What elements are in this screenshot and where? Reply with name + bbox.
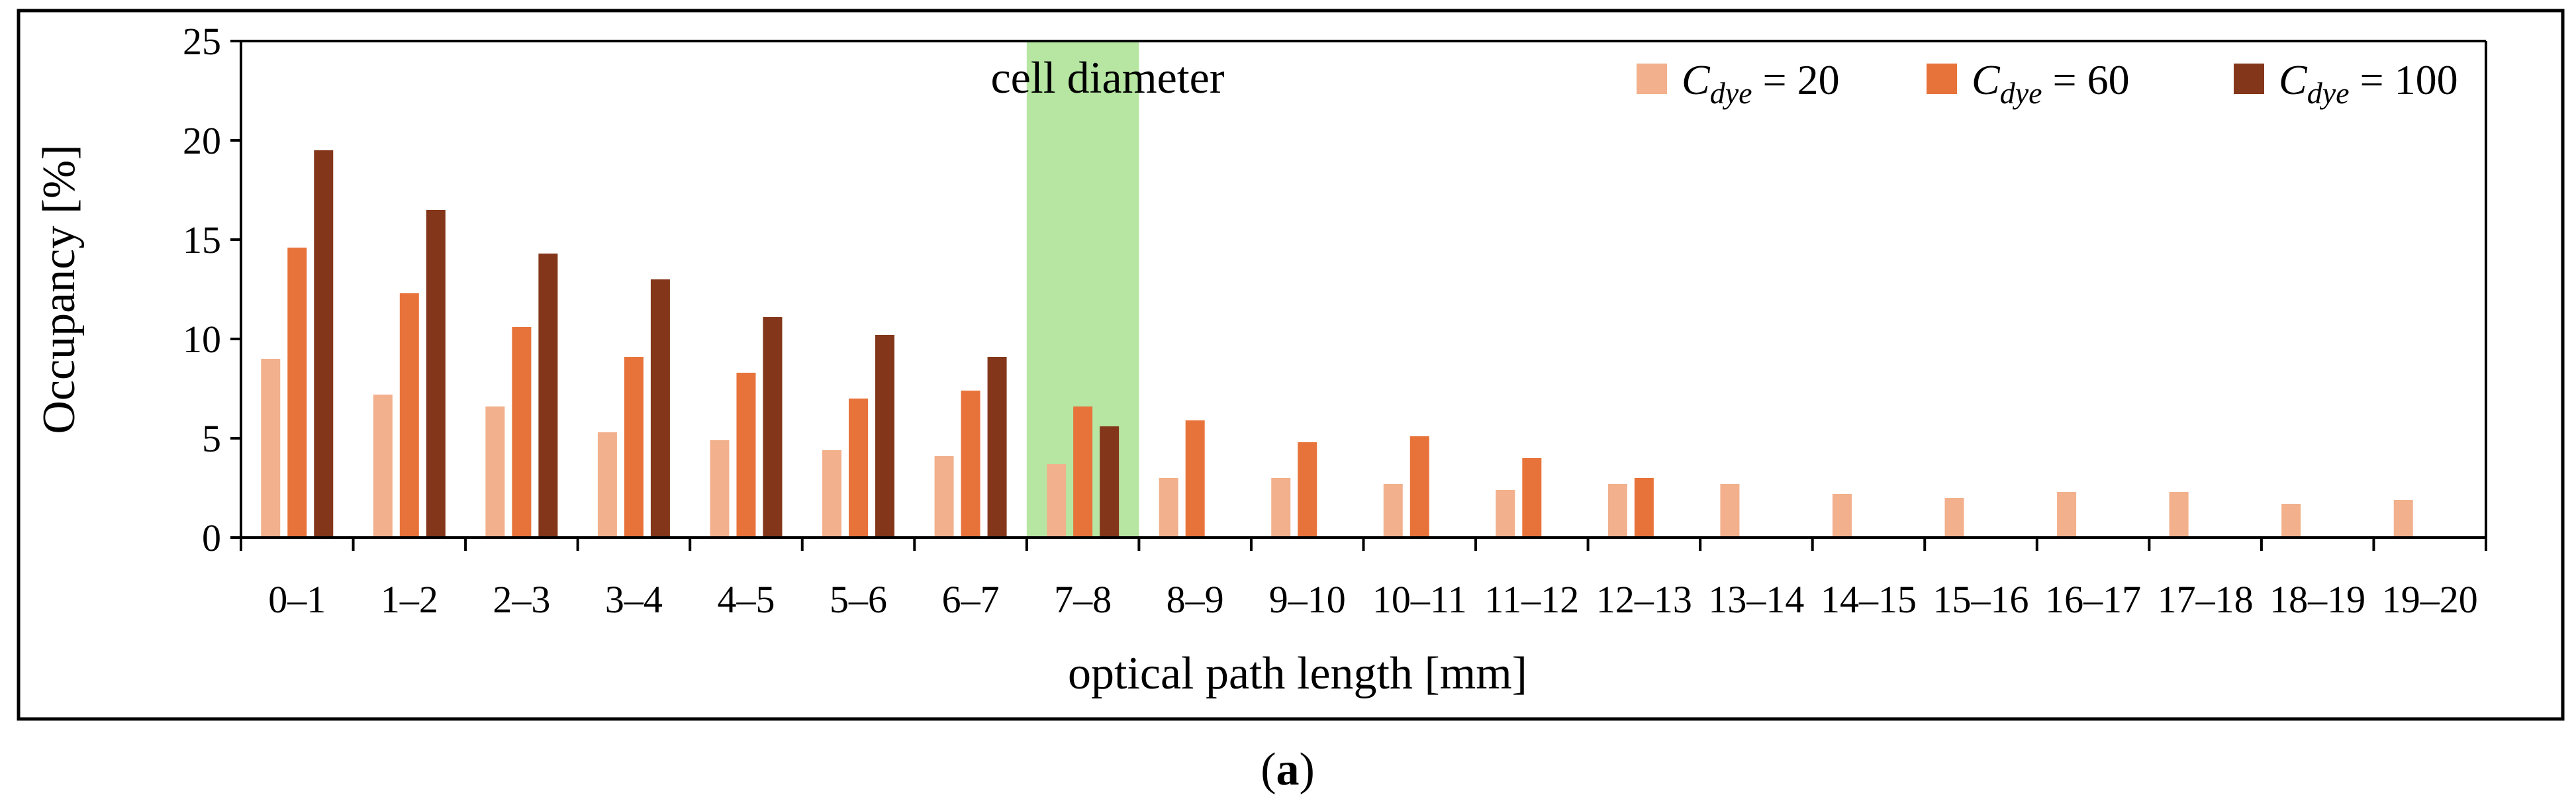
- x-tick-label: 6–7: [942, 578, 1000, 621]
- bar-series1-0–1: [261, 359, 281, 538]
- bar-series2-0–1: [287, 248, 307, 538]
- bar-series2-8–9: [1185, 420, 1205, 538]
- highlight-label: cell diameter: [990, 52, 1224, 103]
- x-tick-label: 18–19: [2269, 578, 2365, 621]
- legend-label-1: Cdye = 20: [1682, 56, 1840, 110]
- x-tick-label: 14–15: [1821, 578, 1917, 621]
- bar-series1-8–9: [1159, 478, 1178, 538]
- y-tick-label: 15: [183, 218, 221, 262]
- bar-series1-16–17: [2057, 492, 2077, 538]
- bar-series2-5–6: [849, 399, 869, 538]
- bar-series2-9–10: [1298, 442, 1317, 538]
- bar-series3-5–6: [875, 335, 895, 538]
- bar-series2-10–11: [1409, 436, 1429, 538]
- figure-caption: (a): [1261, 744, 1315, 795]
- bar-series2-11–12: [1522, 458, 1542, 538]
- bar-series3-2–3: [538, 254, 558, 538]
- x-tick-label: 15–16: [1933, 578, 2029, 621]
- bar-series2-4–5: [736, 373, 756, 538]
- x-tick-label: 13–14: [1708, 578, 1804, 621]
- x-tick-label: 12–13: [1596, 578, 1692, 621]
- bar-series1-19–20: [2393, 500, 2413, 538]
- x-tick-label: 2–3: [493, 578, 550, 621]
- bar-series2-6–7: [961, 391, 980, 538]
- bar-series3-6–7: [987, 357, 1007, 538]
- x-tick-label: 19–20: [2382, 578, 2478, 621]
- bar-series1-5–6: [822, 450, 842, 538]
- x-tick-label: 0–1: [268, 578, 326, 621]
- legend-swatch-1: [1637, 64, 1667, 94]
- x-tick-label: 11–12: [1484, 578, 1579, 621]
- bar-series2-2–3: [512, 327, 532, 538]
- bar-series2-3–4: [624, 357, 644, 538]
- bar-series1-1–2: [373, 395, 393, 538]
- bar-series1-12–13: [1607, 484, 1627, 538]
- x-tick-label: 1–2: [381, 578, 438, 621]
- bar-series3-7–8: [1100, 426, 1120, 538]
- y-tick-label: 10: [183, 318, 221, 361]
- legend: Cdye = 20 Cdye = 60 Cdye = 100: [1637, 56, 2458, 110]
- bar-series3-3–4: [650, 279, 670, 538]
- bar-series1-6–7: [934, 456, 954, 538]
- bar-series1-14–15: [1832, 494, 1852, 538]
- bar-series3-0–1: [314, 150, 334, 538]
- bar-series1-2–3: [485, 406, 505, 538]
- legend-label-3: Cdye = 100: [2279, 56, 2458, 110]
- x-axis-title: optical path length [mm]: [1068, 648, 1527, 699]
- bar-series1-17–18: [2169, 492, 2189, 538]
- x-tick-label: 16–17: [2045, 578, 2141, 621]
- legend-swatch-2: [1927, 64, 1957, 94]
- bar-series1-4–5: [710, 440, 730, 538]
- x-tick-label: 10–11: [1372, 578, 1467, 621]
- x-tick-label: 9–10: [1269, 578, 1346, 621]
- bar-series2-7–8: [1073, 406, 1093, 538]
- y-axis-title: Occupancy [%]: [34, 144, 85, 434]
- figure-frame: [17, 9, 2565, 721]
- bar-series1-10–11: [1383, 484, 1403, 538]
- bar-series1-11–12: [1496, 490, 1515, 538]
- bar-series1-13–14: [1720, 484, 1740, 538]
- y-tick-label: 0: [202, 516, 221, 559]
- y-tick-label: 25: [183, 20, 221, 63]
- bar-series3-4–5: [763, 317, 783, 538]
- x-tick-label: 3–4: [605, 578, 663, 621]
- bar-series1-7–8: [1047, 464, 1067, 538]
- x-tick-label: 7–8: [1054, 578, 1112, 621]
- legend-swatch-3: [2234, 64, 2264, 94]
- x-tick-label: 8–9: [1167, 578, 1224, 621]
- x-tick-label: 4–5: [717, 578, 775, 621]
- bar-series1-3–4: [597, 432, 617, 538]
- x-tick-label: 17–18: [2158, 578, 2254, 621]
- x-tick-label: 5–6: [830, 578, 887, 621]
- y-tick-label: 5: [202, 417, 221, 460]
- bar-series2-12–13: [1634, 478, 1654, 538]
- bar-series1-9–10: [1271, 478, 1291, 538]
- legend-label-2: Cdye = 60: [1972, 56, 2130, 110]
- bar-series1-18–19: [2281, 504, 2301, 538]
- bar-series1-15–16: [1944, 498, 1964, 538]
- y-tick-label: 20: [183, 119, 221, 162]
- bar-series2-1–2: [399, 293, 419, 538]
- bar-series3-1–2: [426, 210, 446, 538]
